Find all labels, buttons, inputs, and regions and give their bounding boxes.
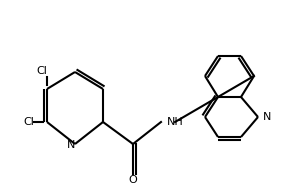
Text: N: N [263,112,271,122]
Text: Cl: Cl [36,66,47,76]
Text: O: O [129,175,137,185]
Text: N: N [67,140,75,150]
Text: Cl: Cl [24,117,34,127]
Text: NH: NH [167,117,184,127]
